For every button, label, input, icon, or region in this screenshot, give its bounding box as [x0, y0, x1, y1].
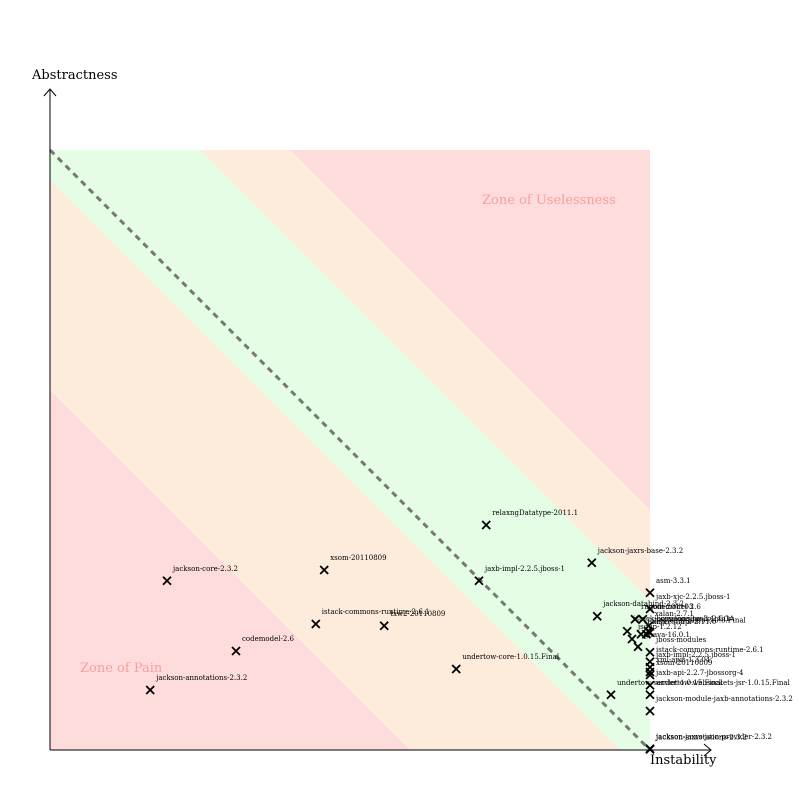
point-label: istack-commons-runtime-2.6.1	[322, 608, 430, 616]
y-axis-title: Abstractness	[31, 68, 117, 83]
point-label: jackson-jaxrs-base-2.3.2	[597, 547, 683, 555]
point-label: xml-apis-1.3.04	[656, 656, 711, 664]
data-point: istack-commons-runtime-2.6.1	[311, 608, 430, 629]
point-marker	[145, 685, 155, 695]
point-label: xsom-20110809	[330, 554, 386, 562]
point-label: rngom-201103	[641, 603, 693, 611]
data-point: jaxb-api-2.2.7-jbossorg-4	[645, 669, 744, 690]
point-marker	[645, 690, 655, 700]
data-point: codemodel-2.6	[231, 635, 295, 656]
point-marker	[622, 626, 632, 636]
point-label: codemodel-2.6	[242, 635, 295, 643]
data-point: undertow-core-1.0.15.Final	[451, 653, 560, 674]
data-points: relaxngDatatype-2011.1 jackson-jaxrs-base…	[145, 509, 793, 755]
point-marker	[645, 604, 655, 614]
data-point: asm-3.3.1	[645, 577, 691, 598]
point-marker	[592, 611, 602, 621]
main-sequence-line	[48, 148, 652, 752]
x-axis-title: Instability	[650, 753, 717, 768]
point-marker	[630, 614, 640, 624]
point-marker	[645, 744, 655, 755]
point-marker	[606, 690, 616, 700]
point-label: jackson-annotations-2.3.2	[155, 674, 247, 682]
point-label: undertow-core-1.0.15.Final	[462, 653, 560, 661]
data-point: relaxngDatatype-2011.1	[481, 509, 578, 530]
point-marker	[641, 629, 652, 639]
zone-of-uselessness-label: Zone of Uselessness	[482, 193, 616, 208]
data-point: txw2-20110809	[379, 610, 445, 631]
point-label: jackson-annotations-2.3.2	[655, 733, 747, 741]
data-point: jackson-core-2.3.2	[162, 565, 238, 586]
point-label: resteasy-jaxrs-3.0.8.Final	[656, 616, 747, 624]
point-label: codemodel-2.6	[649, 603, 702, 611]
data-point: jsoup-1.2.12	[627, 623, 682, 644]
zone-of-pain-label: Zone of Pain	[80, 661, 163, 676]
point-label: undertow-websockets-jsr-1.0.15.Final	[656, 679, 791, 687]
data-point: jboss-modules	[645, 636, 707, 657]
point-marker	[231, 646, 241, 656]
point-label: jaxb-api-2.2.7-jbossorg-4	[655, 669, 744, 677]
point-marker	[633, 642, 643, 652]
point-marker	[587, 558, 597, 568]
data-point: undertow-servlet-1.0.15.Final	[606, 679, 723, 700]
axes	[43, 88, 712, 757]
zone-bands	[50, 150, 650, 750]
point-label: relaxngDatatype-2011.1	[492, 509, 578, 517]
point-marker	[645, 647, 655, 657]
point-label: Fhirp	[647, 618, 667, 626]
data-point: undertow-websockets-jsr-1.0.15.Final	[645, 679, 791, 700]
point-label: jackson-module-jaxb-annotations-2.3.2	[655, 695, 793, 703]
point-label: txw2-20110809	[390, 610, 445, 618]
data-point: xsom-20110809	[319, 554, 387, 575]
point-label: istack-commons-runtime-2.6.1	[656, 646, 764, 654]
point-label: jaxb-xjc-2.2.5.jboss-1	[655, 593, 730, 601]
point-label: jaxb-impl-2.2.5.jboss-1	[655, 651, 736, 659]
point-label: undertow-servlet-1.0.15.Final	[617, 679, 723, 687]
point-label: xalan-2.7.1	[655, 610, 694, 618]
data-point: jackson-jaxrs-base-2.3.2	[587, 547, 683, 568]
data-point: istack-commons-tools-2.6.1	[622, 615, 730, 636]
data-point: xml-apis-1.3.04	[645, 656, 711, 677]
point-label: jackson-jaxrs-json-provider-2.3.2	[655, 733, 772, 741]
point-label: jboss-logging-3.1.4.GA	[653, 615, 735, 623]
point-marker	[311, 619, 321, 629]
point-marker	[645, 667, 655, 677]
point-label: jboss-modules	[655, 636, 707, 644]
data-point: jackson-databind-2.3.2	[592, 600, 684, 621]
point-label: istack-commons-tools-2.6.1	[633, 615, 730, 623]
point-marker	[645, 706, 655, 716]
point-label: jackson-databind-2.3.2	[602, 600, 684, 608]
point-marker	[638, 614, 648, 624]
data-point: xsom-20110809	[645, 659, 712, 680]
data-point: jaxb-impl-2.2.5.jboss-1	[474, 565, 565, 586]
point-marker	[162, 576, 172, 586]
point-label: guava-16.0.1	[644, 631, 690, 639]
point-label: asm-3.3.1	[656, 577, 691, 585]
data-point: jackson-annotations-2.3.2	[645, 733, 747, 755]
data-point: jaxb-xjc-2.2.5.jboss-1	[645, 593, 730, 614]
point-marker	[645, 670, 655, 680]
data-point: guava-16.0.1	[633, 631, 690, 652]
point-label: xsom-20110809	[656, 659, 712, 667]
point-marker	[645, 680, 655, 690]
point-marker	[481, 520, 491, 530]
point-marker	[645, 588, 655, 598]
point-marker	[319, 565, 329, 575]
point-marker	[451, 664, 461, 674]
data-point: xercesImpl-2.11.0	[641, 618, 716, 639]
point-marker	[474, 576, 484, 586]
data-point: jackson-annotations-2.3.2	[145, 674, 247, 695]
point-label: xercesImpl-2.11.0	[652, 618, 716, 626]
x-axis-arrow	[703, 743, 712, 757]
y-axis-arrow	[43, 88, 57, 97]
point-marker	[627, 634, 637, 644]
point-label: jackson-core-2.3.2	[172, 565, 238, 573]
data-point: rngom-201103	[630, 603, 693, 624]
point-label: jaxb-impl-2.2.5.jboss-1	[484, 565, 565, 573]
point-label: jsoup-1.2.12	[637, 623, 682, 631]
data-point: jackson-module-jaxb-annotations-2.3.2	[645, 695, 793, 716]
point-marker	[379, 621, 389, 631]
